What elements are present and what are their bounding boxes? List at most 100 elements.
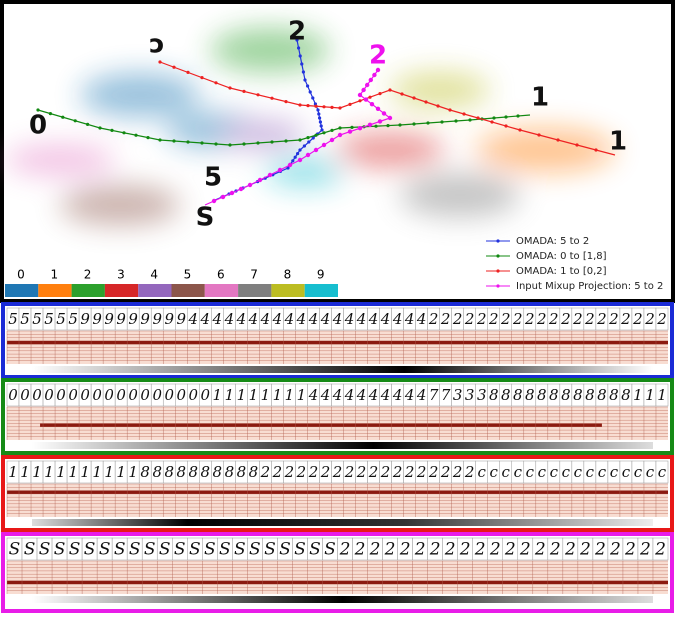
digit: 8 [237, 463, 247, 481]
legend-label: OMADA: 1 to [0,2] [516, 266, 607, 277]
colorbar-cell [204, 284, 239, 297]
digit: 2 [414, 540, 426, 560]
colorbar-label: 3 [117, 268, 125, 282]
digit: 2 [440, 310, 451, 328]
trajectory-point [426, 121, 430, 125]
digit: c [550, 463, 559, 481]
trajectory-point [377, 119, 383, 124]
trajectory-point [200, 76, 204, 80]
digit: 8 [513, 386, 523, 404]
digit: 0 [176, 386, 186, 404]
trajectory-point [298, 54, 302, 58]
cluster [390, 72, 490, 108]
digit: S [99, 540, 111, 560]
colorbar-label: 0 [17, 268, 25, 282]
digit: c [634, 463, 643, 481]
digit: 8 [201, 463, 211, 481]
trajectory-point [158, 138, 162, 142]
digit: 1 [285, 386, 295, 404]
trajectory-point [504, 115, 508, 119]
cluster [225, 120, 305, 150]
digit: 8 [176, 463, 186, 481]
trajectory-point [412, 96, 416, 100]
digit: S [39, 540, 51, 560]
trajectory-point [146, 136, 150, 140]
trajectory-point [134, 133, 138, 137]
digit: 4 [404, 310, 415, 328]
digit: 4 [332, 310, 343, 328]
digit: 2 [320, 463, 331, 481]
trajectory-point [316, 108, 320, 112]
digit: 4 [404, 386, 415, 404]
digit: 2 [429, 540, 441, 560]
digit: 2 [624, 540, 636, 560]
legend-label: Input Mixup Projection: 5 to 2 [516, 281, 663, 292]
digit: 4 [392, 310, 403, 328]
distance-bar [32, 366, 653, 373]
digit: S [9, 540, 21, 560]
trajectory-point [228, 86, 232, 90]
trajectory-point [424, 100, 428, 104]
digit: 0 [140, 386, 150, 404]
trajectory-point [122, 131, 126, 135]
digit: 8 [489, 386, 499, 404]
trajectory-point [86, 122, 90, 126]
trajectory-point [257, 177, 263, 183]
clusters [5, 28, 615, 225]
trajectory-point [516, 114, 520, 118]
trajectory-point [308, 90, 312, 94]
digit: 1 [213, 386, 223, 404]
trajectory-point [357, 92, 363, 98]
digit: 2 [572, 310, 583, 328]
digit-cell [655, 460, 669, 484]
digit: 0 [201, 386, 211, 404]
digit: 2 [392, 463, 403, 481]
digit: 0 [164, 386, 174, 404]
trajectory-point [73, 119, 77, 123]
digit: 2 [332, 463, 343, 481]
trajectory-point [357, 126, 363, 131]
digit: 1 [32, 463, 42, 481]
cluster [80, 73, 200, 117]
digit: 9 [152, 310, 162, 328]
digit: 4 [380, 310, 391, 328]
digit: 2 [564, 540, 576, 560]
digit: c [598, 463, 607, 481]
digit-annotation: 0 [29, 111, 47, 141]
digit: 1 [68, 463, 78, 481]
digit: 8 [597, 386, 607, 404]
digit-annotation: 5 [204, 163, 222, 193]
digit: S [174, 540, 186, 560]
trajectory-point [454, 119, 458, 123]
trajectory-point [172, 139, 176, 143]
trajectory-point [369, 102, 375, 107]
digit: 2 [260, 463, 271, 481]
digit: 9 [104, 310, 114, 328]
digit: 2 [504, 540, 516, 560]
digit: 8 [525, 386, 535, 404]
digit: 8 [585, 386, 595, 404]
digit: 5 [44, 310, 54, 328]
trajectory-point [368, 77, 373, 83]
trajectory-point [313, 147, 319, 153]
trajectory-point [347, 129, 353, 134]
digit: S [309, 540, 321, 560]
trajectory-point [256, 141, 260, 145]
colorbar-cell [38, 284, 72, 297]
digit: 4 [272, 310, 283, 328]
digit: 0 [8, 386, 18, 404]
trajectory-point [368, 95, 372, 99]
digit: 2 [488, 310, 499, 328]
digit: S [84, 540, 96, 560]
digit: 0 [56, 386, 66, 404]
digit: 8 [152, 463, 162, 481]
trajectory-point [220, 194, 226, 200]
digit: 5 [8, 310, 18, 328]
trajectory-point [311, 136, 315, 140]
digit: 1 [116, 463, 126, 481]
trajectory-point [284, 100, 288, 104]
digit: c [586, 463, 595, 481]
trajectory-point [375, 67, 381, 73]
trajectory-point [387, 115, 393, 121]
digit: 2 [500, 310, 511, 328]
